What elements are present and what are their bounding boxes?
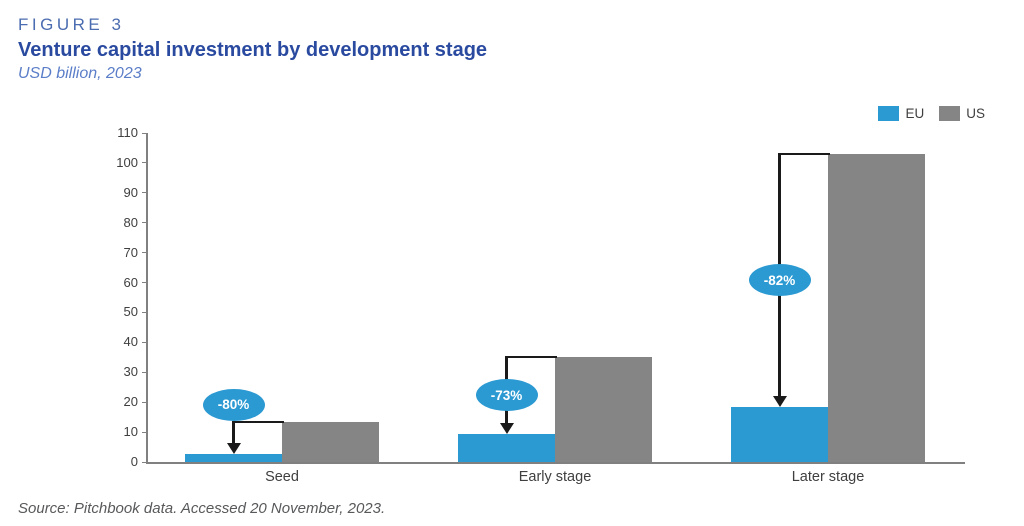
- eu-color-swatch-icon: [878, 106, 900, 121]
- source-note: Source: Pitchbook data. Accessed 20 Nove…: [18, 500, 386, 517]
- y-axis-tick-mark: [142, 132, 147, 134]
- y-axis-tick-label: 20: [123, 394, 138, 410]
- y-axis-tick-mark: [142, 461, 147, 463]
- annotation-badge-later-stage: -82%: [748, 264, 811, 297]
- legend-item-us: US: [939, 106, 985, 121]
- y-axis-tick-label: 30: [123, 364, 138, 380]
- x-axis-category-label: Later stage: [791, 469, 865, 485]
- bar-eu-later-stage: [731, 406, 828, 462]
- y-axis-tick-label: 90: [123, 184, 138, 200]
- y-axis-tick-label: 70: [123, 244, 138, 260]
- us-color-swatch-icon: [939, 106, 961, 121]
- y-axis-tick-label: 80: [123, 214, 138, 230]
- y-axis-tick-mark: [142, 222, 147, 224]
- figure-title: Venture capital investment by developmen…: [18, 39, 488, 61]
- bar-us-seed: [282, 421, 379, 462]
- annotation-bracket-later-stage: [777, 152, 830, 155]
- annotation-arrow-head-icon-early-stage: [499, 422, 514, 434]
- x-axis-category-label: Early stage: [518, 469, 592, 485]
- y-axis-tick-label: 0: [130, 454, 138, 469]
- y-axis-tick-mark: [142, 282, 147, 284]
- annotation-arrow-head-icon-later-stage: [772, 395, 787, 407]
- y-axis-tick-mark: [142, 431, 147, 433]
- annotation-bracket-early-stage: [504, 356, 557, 359]
- bar-eu-early-stage: [458, 433, 555, 462]
- y-axis-tick-label: 50: [123, 304, 138, 320]
- y-axis-tick-mark: [142, 341, 147, 343]
- annotation-arrow-head-icon-seed: [226, 442, 241, 454]
- bar-us-early-stage: [555, 357, 652, 462]
- annotation-arrow-stem-seed: [232, 421, 235, 444]
- figure-subtitle: USD billion, 2023: [18, 65, 142, 82]
- legend-label-us: US: [966, 106, 985, 121]
- y-axis-tick-label: 40: [123, 334, 138, 350]
- annotation-badge-early-stage: -73%: [475, 379, 538, 412]
- y-axis-tick-label: 60: [123, 274, 138, 290]
- chart-legend: EU US: [878, 106, 985, 121]
- y-axis-tick-label: 100: [116, 154, 138, 170]
- bar-us-later-stage: [828, 153, 925, 462]
- y-axis-tick-mark: [142, 192, 147, 194]
- legend-label-eu: EU: [905, 106, 925, 121]
- y-axis-tick-mark: [142, 371, 147, 373]
- legend-item-eu: EU: [878, 106, 924, 121]
- y-axis-tick-label: 110: [117, 125, 138, 140]
- y-axis-tick-mark: [142, 311, 147, 313]
- x-axis-line: [146, 462, 965, 464]
- annotation-bracket-seed: [231, 420, 284, 423]
- bar-eu-seed: [185, 453, 282, 462]
- y-axis-tick-mark: [142, 252, 147, 254]
- x-axis-category-label: Seed: [265, 469, 299, 485]
- annotation-badge-seed: -80%: [202, 388, 265, 421]
- y-axis-tick-mark: [142, 162, 147, 164]
- y-axis-line: [146, 133, 148, 462]
- y-axis-tick-mark: [142, 401, 147, 403]
- figure-number-label: FIGURE 3: [18, 15, 125, 34]
- y-axis-tick-label: 10: [123, 424, 138, 440]
